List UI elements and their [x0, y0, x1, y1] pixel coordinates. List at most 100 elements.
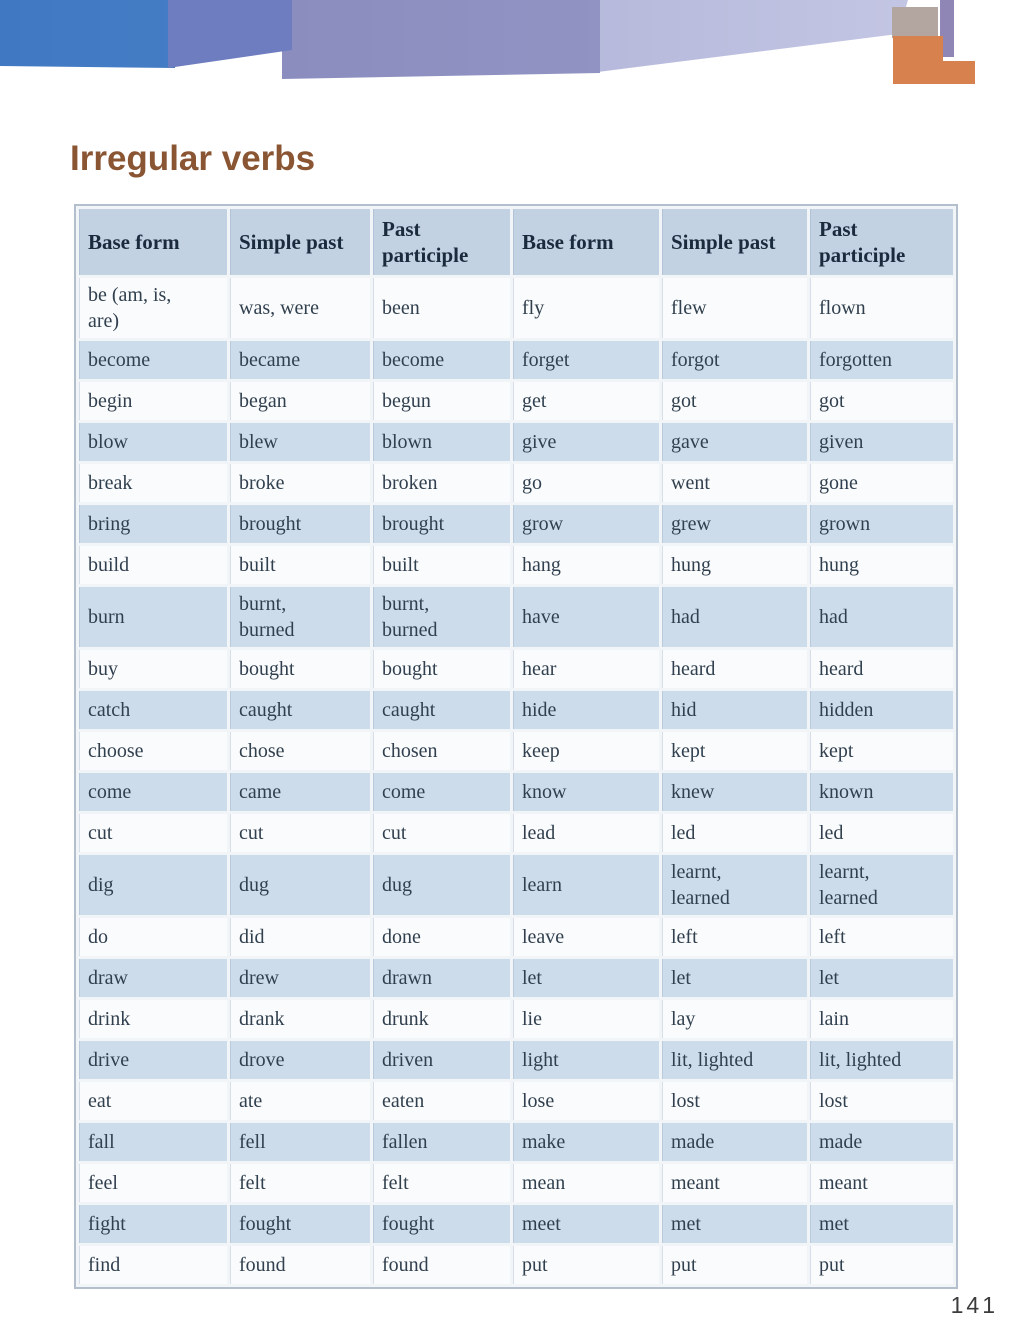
verb-cell: dug	[373, 855, 510, 915]
verb-cell: gone	[810, 464, 953, 502]
banner-indigo-shape	[168, 0, 292, 68]
verb-cell: put	[662, 1246, 807, 1284]
verb-cell: caught	[373, 691, 510, 729]
verb-cell: lie	[513, 1000, 659, 1038]
verb-cell: feel	[79, 1164, 227, 1202]
verb-cell: broken	[373, 464, 510, 502]
verb-cell: flown	[810, 278, 953, 338]
verb-cell: led	[810, 814, 953, 852]
verb-cell: fall	[79, 1123, 227, 1161]
banner-blue-shape	[0, 0, 175, 68]
table-row: fight fought fought meet met met	[79, 1205, 953, 1243]
table-row: fall fell fallen make made made	[79, 1123, 953, 1161]
verb-cell: ate	[230, 1082, 370, 1120]
verb-cell: dug	[230, 855, 370, 915]
verb-cell: forgot	[662, 341, 807, 379]
verb-cell: do	[79, 918, 227, 956]
banner-lavender-shape	[590, 0, 908, 73]
verb-cell: put	[513, 1246, 659, 1284]
header-cell: Simple past	[662, 209, 807, 275]
verb-cell: break	[79, 464, 227, 502]
verb-cell: put	[810, 1246, 953, 1284]
table-row: drink drank drunk lie lay lain	[79, 1000, 953, 1038]
header-row: Base form Simple past Past participle Base …	[79, 209, 953, 275]
verb-cell: grown	[810, 505, 953, 543]
verb-cell: brought	[373, 505, 510, 543]
verb-cell: lose	[513, 1082, 659, 1120]
verb-cell: had	[810, 587, 953, 647]
table-row: do did done leave left left	[79, 918, 953, 956]
verb-cell: left	[662, 918, 807, 956]
verb-cell: met	[810, 1205, 953, 1243]
verb-cell: have	[513, 587, 659, 647]
verb-cell: made	[662, 1123, 807, 1161]
table-row: bring brought brought grow grew grown	[79, 505, 953, 543]
verb-cell: came	[230, 773, 370, 811]
verb-cell: bring	[79, 505, 227, 543]
verb-cell: bought	[373, 650, 510, 688]
verb-cell: heard	[662, 650, 807, 688]
table-header-row: Base form Simple past Past participle Base …	[79, 209, 953, 275]
verb-cell: find	[79, 1246, 227, 1284]
table-row: begin began begun get got got	[79, 382, 953, 420]
verb-cell: was, were	[230, 278, 370, 338]
verb-cell: blown	[373, 423, 510, 461]
verb-cell: kept	[810, 732, 953, 770]
verb-cell: forget	[513, 341, 659, 379]
banner-orange-shape	[893, 36, 975, 84]
table-row: come came come know knew known	[79, 773, 953, 811]
verb-cell: done	[373, 918, 510, 956]
verb-cell: eat	[79, 1082, 227, 1120]
verb-cell: went	[662, 464, 807, 502]
verb-cell: lain	[810, 1000, 953, 1038]
verb-cell: made	[810, 1123, 953, 1161]
verb-cell: be (am, is, are)	[79, 278, 227, 338]
verb-cell: draw	[79, 959, 227, 997]
verb-cell: felt	[230, 1164, 370, 1202]
table-row: become became become forget forgot forgotten	[79, 341, 953, 379]
verb-cell: meet	[513, 1205, 659, 1243]
verb-cell: make	[513, 1123, 659, 1161]
verb-cell: hidden	[810, 691, 953, 729]
verb-cell: chose	[230, 732, 370, 770]
verb-cell: built	[230, 546, 370, 584]
banner-purple-shape	[282, 0, 600, 79]
verb-cell: get	[513, 382, 659, 420]
table-row: choose chose chosen keep kept kept	[79, 732, 953, 770]
verb-cell: drink	[79, 1000, 227, 1038]
verb-cell: light	[513, 1041, 659, 1079]
verb-cell: hear	[513, 650, 659, 688]
verb-cell: had	[662, 587, 807, 647]
table-body: be (am, is, are) was, were been fly flew flow…	[79, 278, 953, 1284]
verb-cell: choose	[79, 732, 227, 770]
irregular-verbs-table: Base form Simple past Past participle Base …	[74, 204, 958, 1289]
verb-cell: learnt, learned	[662, 855, 807, 915]
verb-cell: built	[373, 546, 510, 584]
verb-cell: lit, lighted	[662, 1041, 807, 1079]
verb-cell: fly	[513, 278, 659, 338]
header-cell: Base form	[513, 209, 659, 275]
verb-cell: fight	[79, 1205, 227, 1243]
verb-cell: met	[662, 1205, 807, 1243]
verb-cell: keep	[513, 732, 659, 770]
verb-cell: lit, lighted	[810, 1041, 953, 1079]
verb-cell: broke	[230, 464, 370, 502]
verb-cell: eaten	[373, 1082, 510, 1120]
verb-cell: drank	[230, 1000, 370, 1038]
verb-cell: mean	[513, 1164, 659, 1202]
verb-cell: given	[810, 423, 953, 461]
verb-cell: give	[513, 423, 659, 461]
verb-cell: hung	[810, 546, 953, 584]
verb-cell: known	[810, 773, 953, 811]
table-row: buy bought bought hear heard heard	[79, 650, 953, 688]
verb-cell: begin	[79, 382, 227, 420]
verb-cell: cut	[79, 814, 227, 852]
verb-cell: drew	[230, 959, 370, 997]
verb-cell: build	[79, 546, 227, 584]
verb-cell: hid	[662, 691, 807, 729]
table-row: be (am, is, are) was, were been fly flew flow…	[79, 278, 953, 338]
verb-cell: dig	[79, 855, 227, 915]
verb-cell: learnt, learned	[810, 855, 953, 915]
verb-cell: buy	[79, 650, 227, 688]
header-cell: Past participle	[810, 209, 953, 275]
